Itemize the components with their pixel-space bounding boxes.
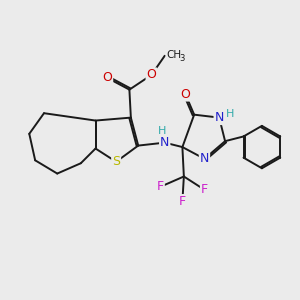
- Text: O: O: [146, 68, 156, 81]
- Text: N: N: [200, 152, 209, 165]
- Text: 3: 3: [179, 54, 185, 63]
- Text: O: O: [180, 88, 190, 100]
- Text: N: N: [160, 136, 169, 149]
- Text: H: H: [158, 126, 166, 136]
- Text: CH: CH: [166, 50, 181, 60]
- Text: F: F: [157, 180, 164, 193]
- Text: N: N: [214, 111, 224, 124]
- Text: F: F: [179, 195, 186, 208]
- Text: H: H: [226, 109, 235, 119]
- Text: S: S: [112, 155, 120, 168]
- Text: F: F: [201, 183, 208, 196]
- Text: O: O: [102, 71, 112, 84]
